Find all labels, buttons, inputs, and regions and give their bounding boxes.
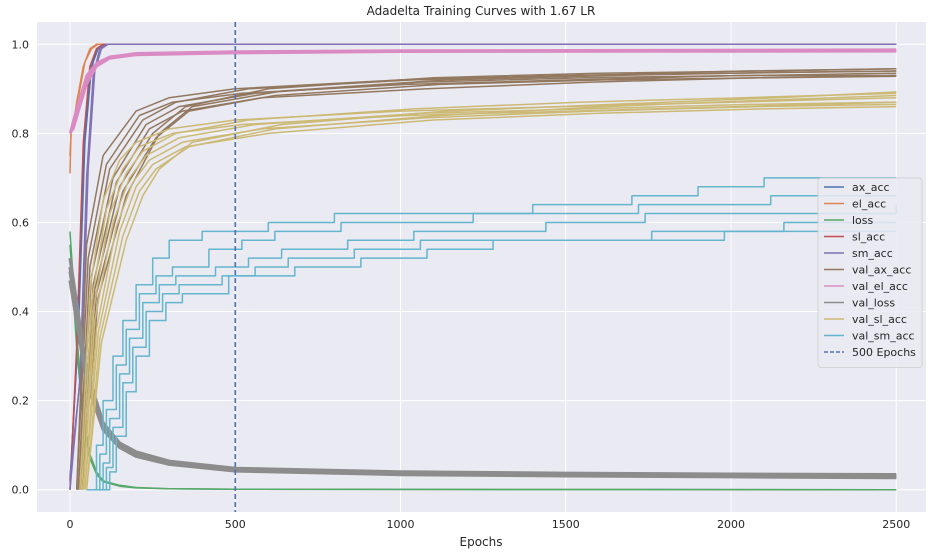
legend-label: val_loss (852, 297, 895, 310)
y-tick-label: 0.8 (12, 127, 30, 140)
x-tick-label: 500 (225, 518, 246, 531)
series-line (84, 103, 897, 490)
x-tick-labels: 0 500 1000 1500 2000 2500 (67, 518, 911, 531)
legend-label: sl_acc (852, 231, 885, 244)
series-line (86, 177, 897, 491)
series-line (75, 74, 897, 490)
series-val-sm-acc (86, 177, 898, 491)
legend-box (817, 177, 923, 368)
x-axis-label: Epochs (460, 535, 503, 549)
legend-label: 500 Epochs (852, 346, 916, 359)
series-line (99, 230, 897, 491)
legend-label: val_sl_acc (852, 313, 907, 326)
y-tick-label: 0.4 (12, 306, 30, 319)
series-line (68, 271, 897, 479)
x-tick-label: 1500 (552, 518, 580, 531)
plot-area (37, 22, 926, 512)
legend-label: loss (852, 214, 874, 227)
x-tick-label: 0 (67, 518, 74, 531)
legend-label: val_ax_acc (852, 264, 911, 277)
series-line (85, 91, 897, 490)
series-line (82, 92, 897, 490)
series-line (69, 50, 897, 135)
series-sl-acc (69, 43, 897, 490)
series-line (89, 194, 897, 491)
series-val-sl-acc (79, 91, 897, 490)
x-tick-label: 2000 (717, 518, 745, 531)
y-tick-label: 0.0 (12, 484, 30, 497)
series-line (68, 48, 897, 134)
series-line (85, 94, 897, 490)
legend-label: sm_acc (852, 247, 893, 260)
legend-label: val_sm_acc (852, 330, 915, 343)
y-tick-label: 0.2 (12, 395, 30, 408)
series-line (93, 204, 898, 491)
legend-label: ax_acc (852, 181, 890, 194)
legend-label: el_acc (852, 198, 886, 211)
chart-title: Adadelta Training Curves with 1.67 LR (367, 4, 596, 18)
y-tick-label: 1.0 (12, 38, 30, 51)
y-tick-label: 0.6 (12, 216, 30, 229)
x-tick-label: 2500 (882, 518, 910, 531)
series-layer (68, 43, 898, 491)
series-line (69, 43, 897, 490)
series-line (79, 68, 897, 490)
series-val-el-acc (68, 48, 897, 135)
legend-label: val_el_acc (852, 280, 908, 293)
series-val-loss (68, 257, 897, 480)
y-tick-labels: 0.0 0.2 0.4 0.6 0.8 1.0 (12, 38, 30, 496)
series-line (79, 96, 897, 490)
series-line (82, 101, 897, 490)
x-tick-label: 1000 (387, 518, 415, 531)
